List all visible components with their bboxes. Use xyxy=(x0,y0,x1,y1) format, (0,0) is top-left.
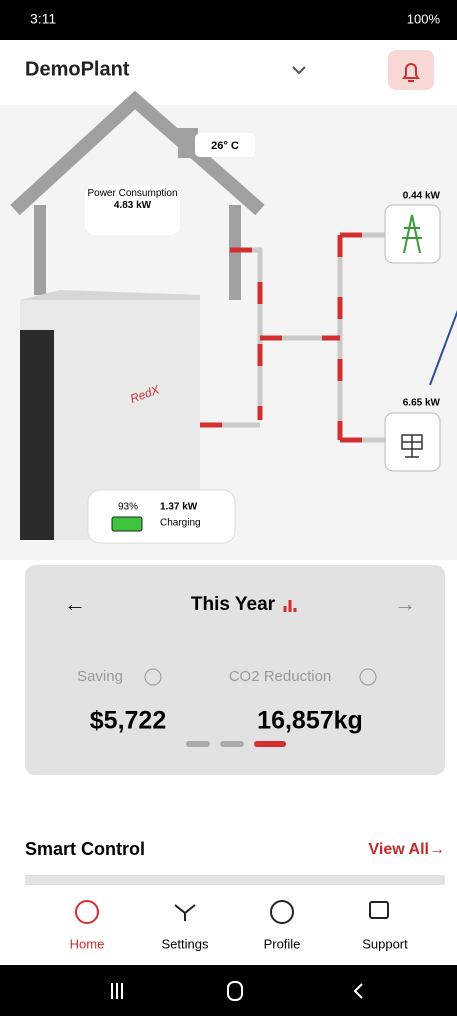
house-roof xyxy=(10,90,265,216)
home-button[interactable] xyxy=(227,981,243,1001)
settings-icon[interactable] xyxy=(174,904,196,921)
saving-label: Saving xyxy=(77,668,123,685)
support-icon[interactable] xyxy=(369,901,389,919)
profile-icon[interactable] xyxy=(270,900,294,924)
battery-state: Charging xyxy=(160,518,201,529)
nav-support[interactable]: Support xyxy=(362,936,408,951)
battery-side xyxy=(20,330,54,540)
consumption-value: 4.83 kW xyxy=(113,200,152,211)
temperature: 26° C xyxy=(211,140,239,152)
plant-name: DemoPlant xyxy=(25,58,130,80)
consumption-fo: Power Consumption 4.83 kW xyxy=(85,188,180,212)
prev-arrow[interactable]: ← xyxy=(64,591,86,616)
page-dot xyxy=(186,741,210,747)
battery-power: 1.37 kW xyxy=(160,502,198,513)
bell-icon xyxy=(402,63,420,82)
battery-card xyxy=(87,489,236,544)
view-all[interactable]: View All→ xyxy=(369,841,445,858)
consumption-card xyxy=(85,185,180,235)
back-button[interactable] xyxy=(353,983,363,999)
header xyxy=(0,40,457,105)
temp-box xyxy=(195,133,255,157)
chimney xyxy=(178,128,198,158)
consumption-text: Power Consumption 4.83 kW xyxy=(85,188,180,212)
bell-button[interactable] xyxy=(388,50,434,90)
saving-info[interactable] xyxy=(144,668,162,686)
page-dot xyxy=(220,741,244,747)
annotation-stroke xyxy=(429,309,457,386)
period-icon xyxy=(283,600,297,612)
period: This Year xyxy=(191,594,276,615)
saving-value: $5,722 xyxy=(90,707,166,735)
next-arrow[interactable]: → xyxy=(394,591,416,616)
status-bar xyxy=(0,0,457,40)
dropdown[interactable] xyxy=(292,66,306,75)
nav-settings[interactable]: Settings xyxy=(162,936,209,951)
battery-percent: 93% xyxy=(118,502,138,513)
co2-value: 16,857kg xyxy=(257,707,363,735)
nav-profile[interactable]: Profile xyxy=(264,936,301,951)
co2-label: CO2 Reduction xyxy=(229,668,332,685)
stats-card xyxy=(25,565,445,775)
battery-level: 100% xyxy=(407,11,441,26)
nav-bar xyxy=(0,885,457,965)
flow-dash xyxy=(200,232,385,443)
nav-home[interactable]: Home xyxy=(70,936,105,951)
solar-value: 6.65 kW xyxy=(403,398,441,409)
flow-lines xyxy=(200,232,385,443)
battery-top xyxy=(20,290,200,300)
battery-icon xyxy=(111,516,143,532)
time: 3:11 xyxy=(30,11,56,27)
page-dot-active xyxy=(254,741,286,747)
smart-control-title: Smart Control xyxy=(25,839,145,859)
consumption-label: Power Consumption xyxy=(87,188,178,199)
solar-icon xyxy=(401,434,423,458)
home-icon[interactable] xyxy=(75,900,99,924)
recents-button[interactable] xyxy=(111,983,123,999)
co2-info[interactable] xyxy=(359,668,377,686)
grid-box[interactable] xyxy=(384,204,441,264)
grid-value: 0.44 kW xyxy=(403,191,441,202)
grid-icon xyxy=(402,214,422,254)
